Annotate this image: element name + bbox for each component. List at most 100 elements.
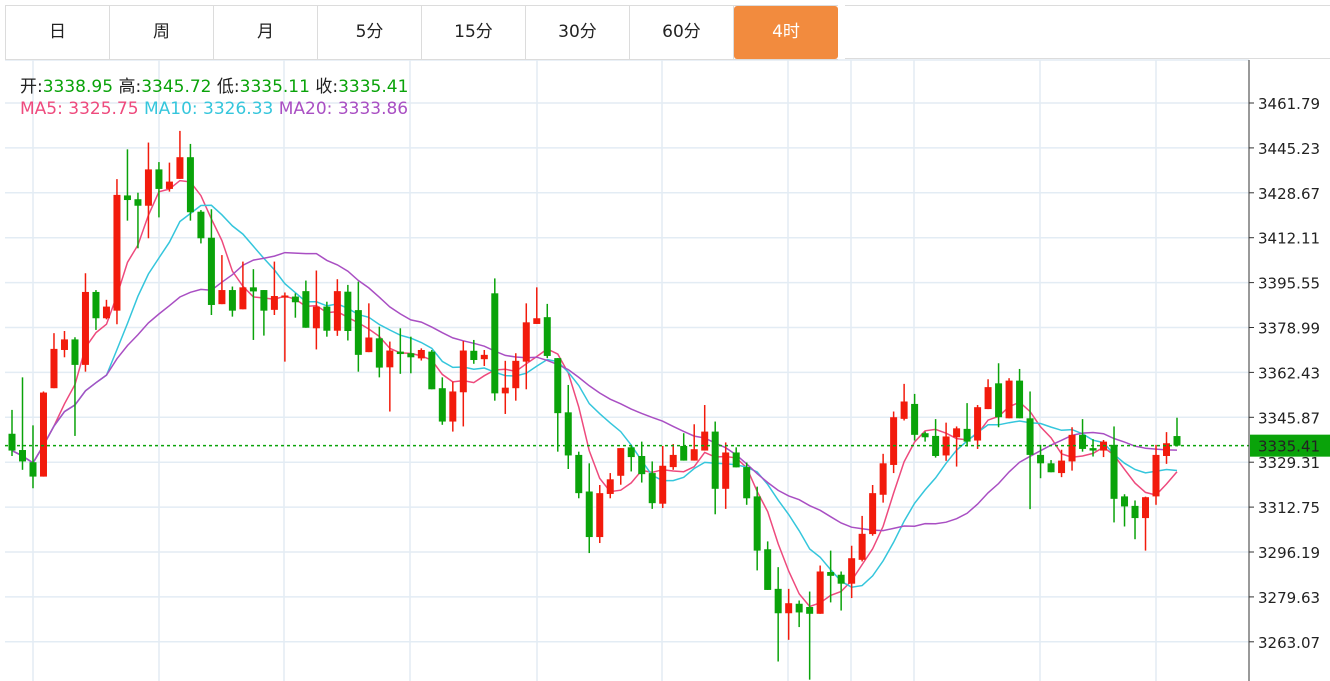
candle-down[interactable] xyxy=(648,461,656,509)
candle-up[interactable] xyxy=(60,330,68,358)
candle-up[interactable] xyxy=(974,405,982,449)
candle-down[interactable] xyxy=(155,162,163,218)
candle-up[interactable] xyxy=(144,142,152,239)
candle-down[interactable] xyxy=(732,447,740,468)
tab-4hour[interactable]: 4时 xyxy=(734,6,838,59)
candle-down[interactable] xyxy=(249,269,257,340)
candle-down[interactable] xyxy=(564,384,572,470)
candle-up[interactable] xyxy=(879,453,887,503)
candle-down[interactable] xyxy=(995,363,1003,428)
candle-down[interactable] xyxy=(543,303,551,359)
candle-up[interactable] xyxy=(417,348,425,361)
candle-down[interactable] xyxy=(911,393,919,441)
candle-down[interactable] xyxy=(837,571,845,611)
candle-down[interactable] xyxy=(29,425,37,489)
candle-down[interactable] xyxy=(575,451,583,499)
candle-up[interactable] xyxy=(942,422,950,461)
candle-down[interactable] xyxy=(1173,417,1181,447)
candle-up[interactable] xyxy=(596,485,604,544)
candle-up[interactable] xyxy=(890,411,898,474)
tab-30min[interactable]: 30分 xyxy=(526,6,630,59)
tab-month[interactable]: 月 xyxy=(214,6,318,59)
candle-up[interactable] xyxy=(869,485,877,536)
candle-down[interactable] xyxy=(638,441,646,483)
candle-up[interactable] xyxy=(512,353,520,401)
candle-up[interactable] xyxy=(1100,439,1108,458)
candle-down[interactable] xyxy=(197,210,205,244)
candle-up[interactable] xyxy=(312,270,320,350)
candle-up[interactable] xyxy=(480,349,488,366)
candle-up[interactable] xyxy=(522,303,530,390)
candle-up[interactable] xyxy=(50,333,58,389)
candle-up[interactable] xyxy=(113,179,121,325)
candle-up[interactable] xyxy=(365,303,373,353)
candle-up[interactable] xyxy=(690,424,698,461)
candle-down[interactable] xyxy=(1131,500,1139,540)
candle-down[interactable] xyxy=(932,419,940,458)
candle-up[interactable] xyxy=(165,162,173,192)
candle-down[interactable] xyxy=(344,284,352,341)
candle-down[interactable] xyxy=(1026,391,1034,510)
candle-up[interactable] xyxy=(1163,432,1171,464)
candle-down[interactable] xyxy=(743,462,751,505)
tab-15min[interactable]: 15分 xyxy=(422,6,526,59)
candle-down[interactable] xyxy=(680,433,688,461)
candle-up[interactable] xyxy=(1058,449,1066,478)
candle-up[interactable] xyxy=(669,444,677,470)
candle-up[interactable] xyxy=(848,545,856,599)
candle-down[interactable] xyxy=(585,463,593,554)
candle-down[interactable] xyxy=(921,431,929,442)
candle-up[interactable] xyxy=(900,383,908,421)
candle-up[interactable] xyxy=(218,255,226,305)
candle-down[interactable] xyxy=(134,192,142,249)
candle-up[interactable] xyxy=(501,360,509,414)
candle-down[interactable] xyxy=(228,286,236,317)
candle-up[interactable] xyxy=(102,299,110,320)
candle-down[interactable] xyxy=(963,403,971,447)
candle-down[interactable] xyxy=(428,349,436,390)
candle-up[interactable] xyxy=(858,515,866,562)
candle-up[interactable] xyxy=(617,448,625,485)
candle-down[interactable] xyxy=(186,143,194,221)
candle-up[interactable] xyxy=(281,292,289,362)
candle-down[interactable] xyxy=(260,290,268,336)
candle-down[interactable] xyxy=(774,567,782,662)
candle-down[interactable] xyxy=(123,149,131,221)
candle-down[interactable] xyxy=(795,600,803,628)
candle-down[interactable] xyxy=(827,550,835,603)
candle-down[interactable] xyxy=(302,280,310,328)
candle-up[interactable] xyxy=(533,287,541,324)
candle-up[interactable] xyxy=(81,273,89,372)
candle-up[interactable] xyxy=(1142,496,1150,551)
candle-down[interactable] xyxy=(1016,368,1024,419)
candle-down[interactable] xyxy=(1079,419,1087,452)
tab-5min[interactable]: 5分 xyxy=(318,6,422,59)
candle-up[interactable] xyxy=(953,426,961,467)
candle-up[interactable] xyxy=(1005,378,1013,419)
candle-up[interactable] xyxy=(239,261,247,310)
candle-up[interactable] xyxy=(176,130,184,179)
candle-down[interactable] xyxy=(1110,426,1118,523)
candle-up[interactable] xyxy=(722,442,730,509)
candle-up[interactable] xyxy=(270,261,278,316)
candle-down[interactable] xyxy=(438,377,446,425)
candle-down[interactable] xyxy=(753,486,761,571)
candle-down[interactable] xyxy=(470,339,478,364)
candle-down[interactable] xyxy=(1089,439,1097,457)
candle-up[interactable] xyxy=(659,445,667,509)
candle-down[interactable] xyxy=(18,377,26,470)
candle-up[interactable] xyxy=(333,279,341,336)
candle-up[interactable] xyxy=(449,381,457,432)
tab-day[interactable]: 日 xyxy=(6,6,110,59)
candle-down[interactable] xyxy=(491,278,499,401)
candle-down[interactable] xyxy=(291,293,299,318)
candle-down[interactable] xyxy=(396,328,404,374)
candle-down[interactable] xyxy=(8,409,16,456)
candle-up[interactable] xyxy=(1068,427,1076,471)
candle-down[interactable] xyxy=(207,209,215,316)
candle-down[interactable] xyxy=(711,421,719,515)
candle-up[interactable] xyxy=(39,391,47,477)
candle-up[interactable] xyxy=(816,565,824,614)
candle-up[interactable] xyxy=(606,473,614,499)
